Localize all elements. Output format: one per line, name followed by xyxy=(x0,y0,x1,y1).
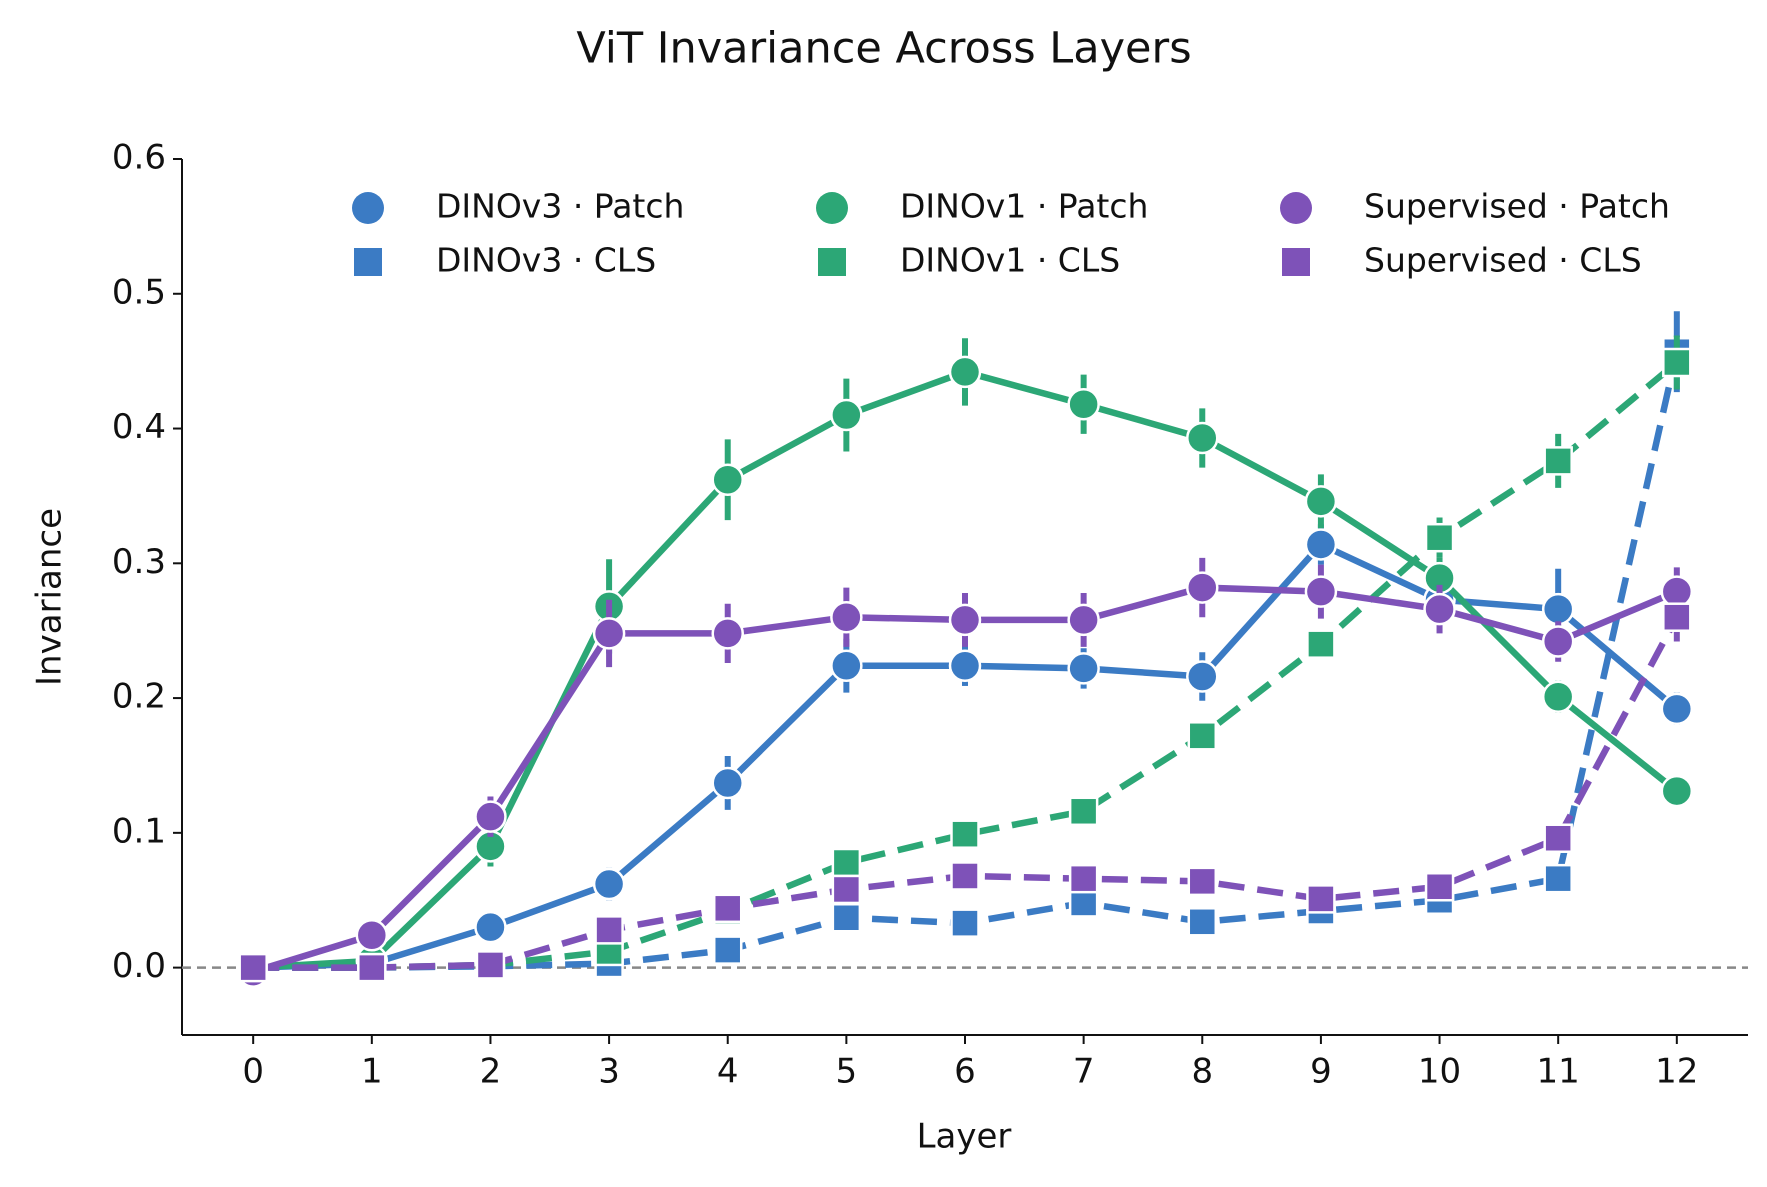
y-tick-label: 0.2 xyxy=(112,677,166,717)
data-point xyxy=(1186,421,1219,455)
data-point xyxy=(950,861,980,891)
data-point xyxy=(1541,680,1575,713)
data-point xyxy=(1187,721,1218,751)
x-tick-label: 3 xyxy=(598,1052,620,1092)
legend-marker xyxy=(1280,192,1312,224)
data-point xyxy=(1543,823,1573,853)
legend-marker xyxy=(1282,248,1310,276)
x-tick-label: 9 xyxy=(1310,1052,1332,1092)
data-point xyxy=(1304,485,1338,518)
data-point xyxy=(1423,592,1456,626)
y-tick-label: 0.1 xyxy=(112,811,166,851)
x-tick-label: 1 xyxy=(361,1052,383,1092)
x-tick-label: 2 xyxy=(480,1052,502,1092)
data-point xyxy=(1186,660,1219,693)
data-point xyxy=(1067,388,1100,421)
data-point xyxy=(1306,629,1336,659)
y-tick-label: 0.4 xyxy=(112,407,166,447)
data-point xyxy=(1067,652,1100,685)
y-axis-label: Invariance xyxy=(30,508,70,686)
legend-marker xyxy=(352,192,384,224)
data-point xyxy=(948,603,982,637)
data-point xyxy=(711,617,744,650)
data-point xyxy=(1660,692,1694,726)
data-point xyxy=(1187,907,1218,937)
data-point xyxy=(1424,872,1455,902)
data-point xyxy=(830,398,863,432)
data-point xyxy=(1304,528,1338,561)
y-tick-label: 0.3 xyxy=(112,542,166,582)
data-point xyxy=(1306,884,1336,914)
x-tick-label: 12 xyxy=(1655,1052,1698,1092)
x-tick-label: 0 xyxy=(242,1052,264,1092)
data-point xyxy=(592,617,626,650)
data-point xyxy=(1304,575,1338,608)
data-point xyxy=(948,649,982,682)
data-point xyxy=(474,800,507,833)
data-point xyxy=(592,867,626,901)
x-tick-label: 5 xyxy=(836,1052,858,1092)
data-point xyxy=(831,847,862,878)
legend-label: DINOv3 · Patch xyxy=(436,187,684,226)
data-point xyxy=(1187,866,1218,897)
data-point xyxy=(474,910,507,944)
data-point xyxy=(1543,446,1573,476)
data-point xyxy=(830,649,863,682)
data-point xyxy=(1068,888,1099,918)
x-tick-label: 4 xyxy=(717,1052,739,1092)
legend-label: DINOv1 · CLS xyxy=(900,241,1120,280)
data-point xyxy=(950,908,980,938)
data-point xyxy=(830,600,863,634)
data-point xyxy=(712,935,743,965)
data-point xyxy=(238,952,268,983)
chart-title: ViT Invariance Across Layers xyxy=(576,24,1191,74)
data-point xyxy=(831,903,862,933)
data-point xyxy=(950,819,980,849)
legend-label: DINOv1 · Patch xyxy=(900,187,1148,226)
x-tick-label: 10 xyxy=(1418,1052,1461,1092)
data-point xyxy=(712,893,743,924)
x-axis-label: Layer xyxy=(917,1117,1012,1157)
data-point xyxy=(1424,522,1455,553)
data-point xyxy=(831,874,862,905)
data-point xyxy=(1543,863,1573,894)
data-point xyxy=(1541,625,1575,658)
legend-marker xyxy=(816,192,848,224)
legend-label: Supervised · CLS xyxy=(1364,241,1642,280)
data-point xyxy=(711,463,744,497)
data-point xyxy=(1541,592,1575,626)
legend-label: DINOv3 · CLS xyxy=(436,241,656,280)
data-point xyxy=(1067,603,1100,637)
y-tick-label: 0.5 xyxy=(112,272,166,312)
data-point xyxy=(355,919,389,952)
data-point xyxy=(1662,602,1692,632)
y-tick-label: 0.6 xyxy=(112,138,166,178)
legend-label: Supervised · Patch xyxy=(1364,187,1670,226)
data-point xyxy=(1068,863,1099,894)
data-point xyxy=(475,950,506,980)
x-tick-label: 8 xyxy=(1191,1052,1213,1092)
data-point xyxy=(711,766,744,800)
data-point xyxy=(948,355,982,389)
y-tick-label: 0.0 xyxy=(112,946,166,986)
data-point xyxy=(1660,774,1694,808)
legend-marker xyxy=(354,248,382,276)
data-point xyxy=(594,915,624,945)
data-point xyxy=(1662,347,1692,378)
x-tick-label: 7 xyxy=(1073,1052,1095,1092)
legend-marker xyxy=(818,248,846,276)
x-tick-label: 6 xyxy=(954,1052,976,1092)
data-point xyxy=(1186,571,1219,604)
data-point xyxy=(1068,796,1099,827)
x-tick-label: 11 xyxy=(1537,1052,1580,1092)
data-point xyxy=(357,952,387,983)
